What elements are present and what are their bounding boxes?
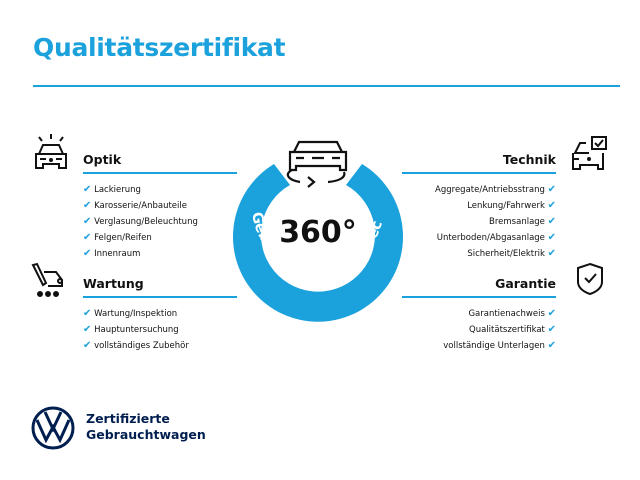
section-title: Wartung: [83, 276, 237, 298]
check-icon: ✔: [547, 200, 556, 211]
check-icon: ✔: [83, 216, 92, 227]
list-item: ✔ vollständiges Zubehör: [83, 338, 237, 354]
check-icon: ✔: [83, 324, 92, 335]
item-label: Bremsanlage: [489, 217, 545, 227]
list-item: Garantienachweis ✔: [402, 306, 556, 322]
ring: [233, 164, 403, 322]
item-label: Karosserie/Anbauteile: [94, 201, 187, 211]
list-item: ✔ Lackierung: [83, 182, 237, 198]
item-label: Garantienachweis: [468, 309, 545, 319]
check-icon: ✔: [83, 232, 92, 243]
list-item: ✔ Innenraum: [83, 246, 237, 262]
section-garantie: Garantie Garantienachweis ✔ Qualitätszer…: [402, 276, 556, 354]
item-label: Qualitätszertifikat: [469, 325, 545, 335]
list-item: Sicherheit/Elektrik ✔: [402, 246, 556, 262]
check-icon: ✔: [547, 248, 556, 259]
car-lights-icon: [35, 134, 67, 169]
list-item: ✔ Hauptuntersuchung: [83, 322, 237, 338]
car-rotate-icon: [286, 140, 348, 188]
list-item: ✔ Wartung/Inspektion: [83, 306, 237, 322]
check-icon: ✔: [83, 248, 92, 259]
list-item: vollständige Unterlagen ✔: [402, 338, 556, 354]
list-item: Aggregate/Antriebsstrang ✔: [402, 182, 556, 198]
item-label: Hauptuntersuchung: [94, 325, 179, 335]
section-optik: Optik ✔ Lackierung ✔ Karosserie/Anbautei…: [83, 152, 237, 262]
item-label: Lackierung: [94, 185, 141, 195]
item-label: vollständige Unterlagen: [443, 341, 545, 351]
section-title: Garantie: [402, 276, 556, 298]
item-label: Lenkung/Fahrwerk: [467, 201, 545, 211]
brand-text: Zertifizierte Gebrauchtwagen: [86, 411, 206, 443]
item-label: Verglasung/Beleuchtung: [94, 217, 198, 227]
shield-check-icon: [577, 262, 603, 296]
check-360-badge: 360° Gebrauchtwagen-Check: [228, 130, 403, 322]
item-label: Unterboden/Abgasanlage: [436, 233, 545, 243]
item-label: Wartung/Inspektion: [94, 309, 178, 319]
item-label: Felgen/Reifen: [94, 233, 152, 243]
brand-line2: Gebrauchtwagen: [86, 427, 206, 442]
list-item: Unterboden/Abgasanlage ✔: [402, 230, 556, 246]
list-item: ✔ Verglasung/Beleuchtung: [83, 214, 237, 230]
car-checkbox-icon: [572, 136, 607, 170]
list-item: ✔ Felgen/Reifen: [83, 230, 237, 246]
list-item: Lenkung/Fahrwerk ✔: [402, 198, 556, 214]
center-value: 360°: [279, 215, 357, 250]
check-icon: ✔: [547, 308, 556, 319]
item-label: vollständiges Zubehör: [94, 341, 189, 351]
check-icon: ✔: [83, 184, 92, 195]
check-icon: ✔: [547, 324, 556, 335]
check-icon: ✔: [547, 232, 556, 243]
check-icon: ✔: [83, 340, 92, 351]
item-label: Innenraum: [94, 249, 141, 259]
section-title: Technik: [402, 152, 556, 174]
check-icon: ✔: [547, 340, 556, 351]
list-item: Bremsanlage ✔: [402, 214, 556, 230]
item-label: Sicherheit/Elektrik: [467, 249, 545, 259]
check-icon: ✔: [83, 200, 92, 211]
list-item: ✔ Karosserie/Anbauteile: [83, 198, 237, 214]
vw-logo: [31, 406, 75, 450]
check-icon: ✔: [547, 184, 556, 195]
check-icon: ✔: [547, 216, 556, 227]
list-item: Qualitätszertifikat ✔: [402, 322, 556, 338]
check-icon: ✔: [83, 308, 92, 319]
section-title: Optik: [83, 152, 237, 174]
page-title: Qualitätszertifikat: [33, 33, 286, 62]
item-label: Aggregate/Antriebsstrang: [435, 185, 545, 195]
brand-line1: Zertifizierte: [86, 411, 170, 426]
service-tool-icon: [31, 262, 63, 297]
section-wartung: Wartung ✔ Wartung/Inspektion ✔ Hauptunte…: [83, 276, 237, 354]
section-technik: Technik Aggregate/Antriebsstrang ✔ Lenku…: [402, 152, 556, 262]
title-divider: [33, 85, 620, 87]
